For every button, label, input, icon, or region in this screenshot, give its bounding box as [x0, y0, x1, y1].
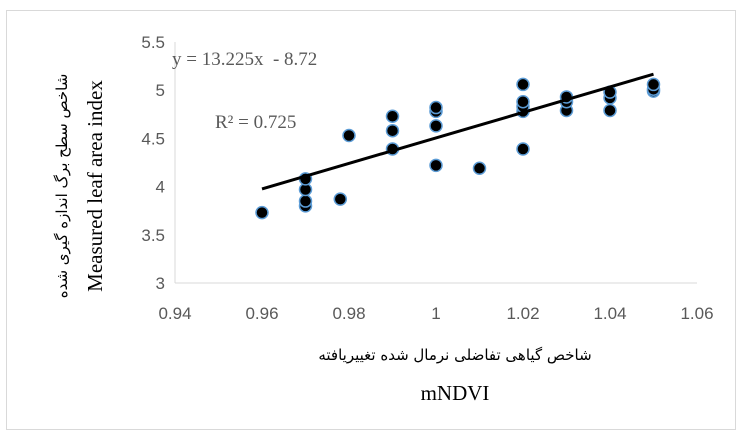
data-point	[429, 158, 443, 173]
data-point	[333, 192, 348, 206]
y-tick-label: 3.5	[141, 226, 165, 245]
x-tick-label: 1.06	[680, 304, 713, 323]
x-tick-label: 1	[431, 304, 440, 323]
y-axis-label: Measured leaf area index	[83, 80, 107, 292]
x-tick-label: 1.02	[506, 304, 539, 323]
data-point	[472, 161, 487, 176]
y-tick-label: 5.5	[141, 33, 165, 52]
data-point	[429, 119, 443, 133]
x-tick-labels: 0.94 0.96 0.98 1 1.02 1.04 1.06	[158, 304, 713, 323]
y-tick-labels: 3 3.5 4 4.5 5 5.5	[141, 33, 165, 293]
y-axis-label-persian: شاخص سطح برگ اندازه گیری شده	[53, 74, 71, 299]
data-point	[516, 77, 530, 92]
x-tick-label: 1.04	[593, 304, 626, 323]
data-point	[385, 123, 400, 138]
data-point	[255, 205, 269, 220]
x-tick-label: 0.94	[158, 304, 191, 323]
data-points	[255, 77, 661, 220]
chart-frame	[6, 10, 736, 430]
x-tick-label: 0.98	[332, 304, 365, 323]
r-squared-label: R² = 0.725	[215, 112, 296, 133]
data-point	[298, 194, 313, 208]
y-tick-label: 4.5	[141, 129, 165, 148]
trendline	[261, 72, 654, 191]
data-point	[516, 95, 530, 109]
x-axis-label-persian: شاخص گیاهی تفاضلی نرمال شده تغییریافته	[318, 346, 591, 364]
x-axis-label: mNDVI	[421, 381, 490, 405]
x-tick-label: 0.96	[245, 304, 278, 323]
y-tick-label: 3	[156, 274, 165, 293]
y-tick-label: 5	[156, 81, 165, 100]
data-point	[342, 128, 356, 143]
axes	[174, 42, 697, 284]
data-point	[385, 109, 400, 123]
data-point	[516, 142, 530, 156]
data-point	[646, 77, 661, 92]
data-point	[429, 100, 443, 115]
y-tick-label: 4	[156, 178, 165, 197]
data-point	[603, 103, 617, 118]
trendline-equation: y = 13.225x - 8.72	[172, 49, 317, 70]
